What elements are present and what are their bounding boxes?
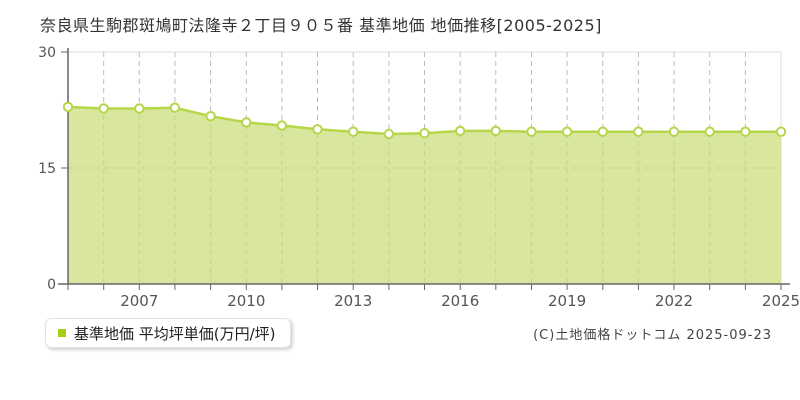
svg-text:30: 30 xyxy=(38,45,56,61)
svg-text:2016: 2016 xyxy=(441,292,479,310)
price-trend-area-chart: 2007 2010 2013 2016 2019 2022 2025 0 15 30 xyxy=(38,45,800,310)
svg-text:2025: 2025 xyxy=(762,292,800,310)
svg-text:2007: 2007 xyxy=(120,292,158,310)
svg-text:15: 15 xyxy=(38,161,56,177)
svg-text:2010: 2010 xyxy=(227,292,265,310)
legend: 基準地価 平均坪単価(万円/坪) xyxy=(45,318,291,348)
svg-text:2019: 2019 xyxy=(548,292,586,310)
copyright-text: (C)土地価格ドットコム 2025-09-23 xyxy=(533,328,772,343)
legend-label: 基準地価 平均坪単価(万円/坪) xyxy=(74,324,276,343)
svg-text:2013: 2013 xyxy=(334,292,372,310)
legend-marker-square xyxy=(58,329,66,337)
svg-text:2022: 2022 xyxy=(655,292,693,310)
svg-text:0: 0 xyxy=(47,277,56,293)
chart-title: 奈良県生駒郡斑鳩町法隆寺２丁目９０５番 基準地価 地価推移[2005-2025] xyxy=(40,16,602,35)
